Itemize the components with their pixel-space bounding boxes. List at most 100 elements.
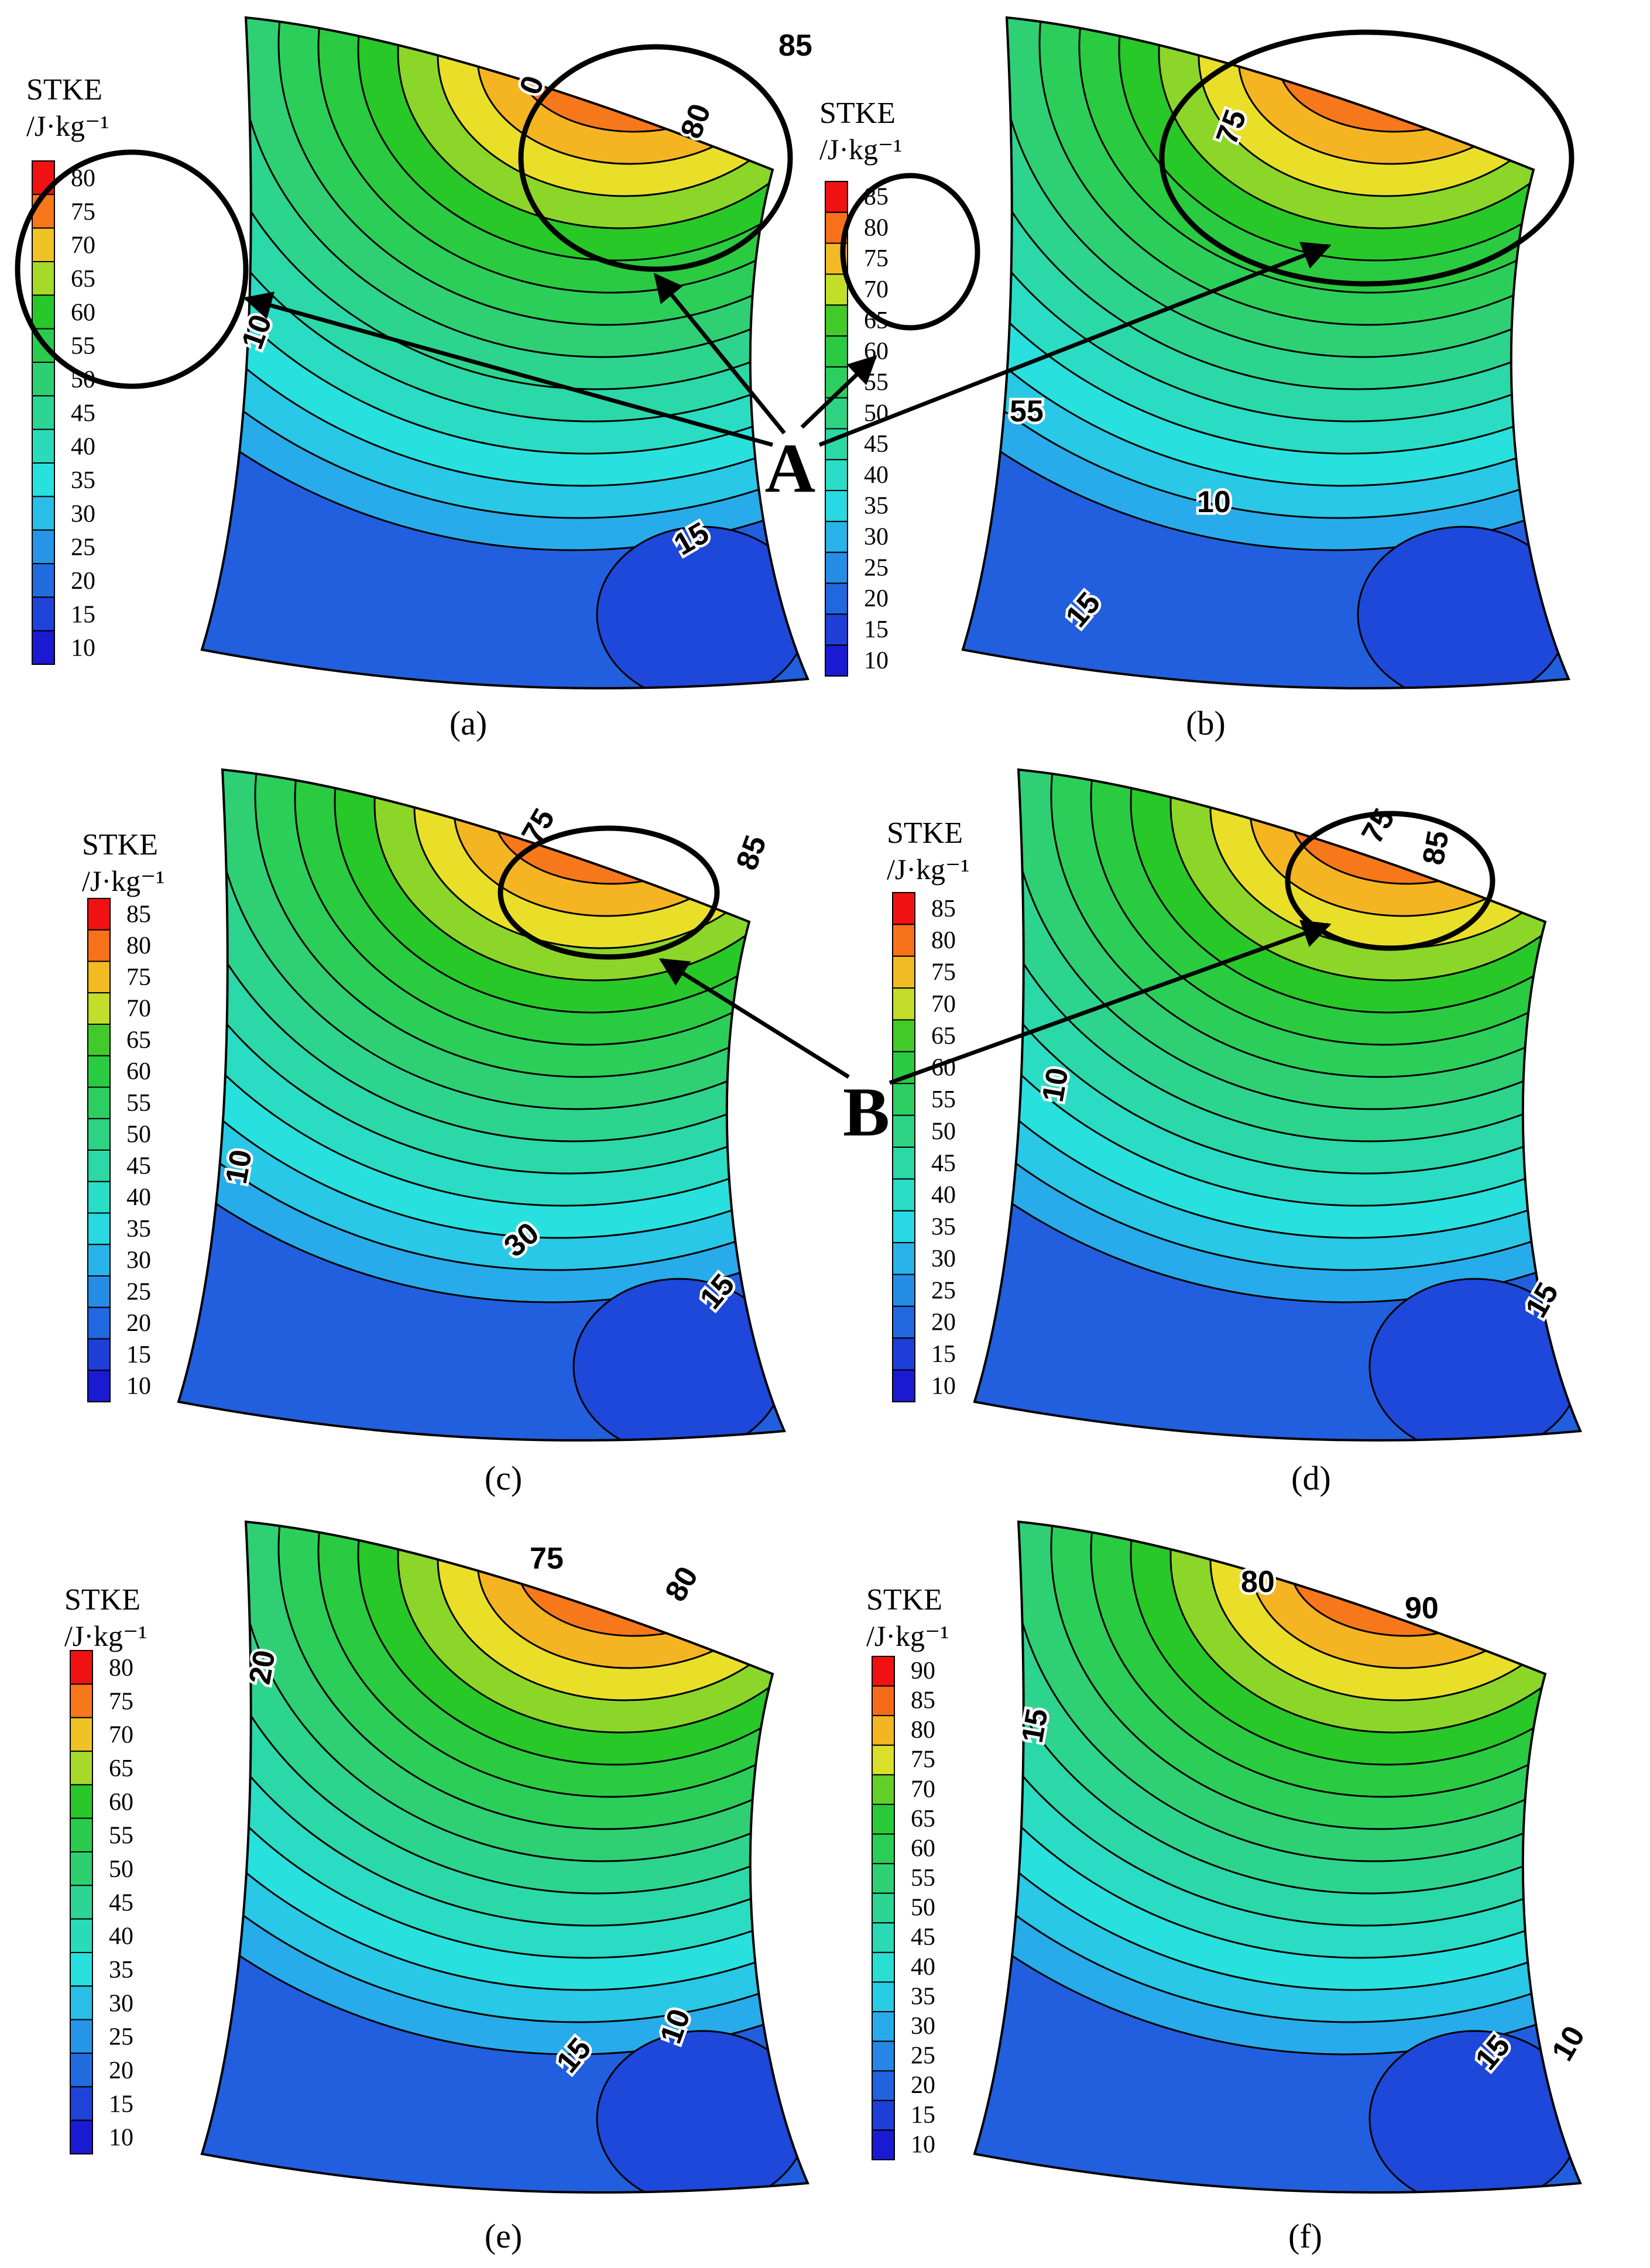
legend-swatch bbox=[70, 1784, 93, 1819]
blade-outline bbox=[177, 768, 786, 1442]
legend-swatch bbox=[70, 1751, 93, 1786]
legend-tick-label: 20 bbox=[109, 2057, 133, 2084]
contour-label: 10 bbox=[1197, 485, 1231, 519]
legend-tick-label: 70 bbox=[911, 1776, 935, 1803]
legend-tick-label: 80 bbox=[864, 214, 889, 241]
legend-tick-label: 90 bbox=[911, 1658, 935, 1684]
legend-tick-label: 10 bbox=[126, 1373, 151, 1400]
legend-swatch bbox=[87, 1212, 111, 1245]
legend-tick-label: 40 bbox=[931, 1182, 956, 1209]
legend-tick-label: 70 bbox=[864, 276, 889, 303]
legend-tick-label: 30 bbox=[911, 2013, 935, 2040]
blade-outline bbox=[200, 16, 809, 689]
legend-swatch bbox=[70, 2086, 93, 2121]
annotation-circle bbox=[518, 44, 793, 272]
legend-swatch bbox=[32, 227, 55, 262]
legend-swatch bbox=[825, 335, 848, 368]
legend-swatch bbox=[825, 490, 848, 522]
legend-title: STKE bbox=[82, 828, 158, 862]
legend-tick-label: 50 bbox=[911, 1895, 935, 1922]
legend-tick-label: 55 bbox=[126, 1090, 151, 1117]
legend-swatch bbox=[892, 1242, 915, 1275]
legend-swatch bbox=[32, 496, 55, 531]
legend-tick-label: 25 bbox=[126, 1278, 151, 1305]
legend-swatch bbox=[32, 529, 55, 565]
legend-title: STKE bbox=[64, 1583, 140, 1617]
legend-swatch bbox=[87, 992, 111, 1025]
annotation-arrow bbox=[653, 273, 786, 435]
legend-swatch bbox=[892, 1114, 915, 1148]
legend-tick-label: 35 bbox=[71, 467, 95, 494]
legend-tick-label: 75 bbox=[864, 245, 889, 272]
legend-tick-label: 10 bbox=[109, 2125, 133, 2152]
legend-tick-label: 20 bbox=[864, 585, 889, 612]
legend-tick-label: 30 bbox=[931, 1245, 956, 1272]
legend-swatch bbox=[87, 1024, 111, 1056]
legend-tick-label: 15 bbox=[911, 2102, 935, 2129]
legend-tick-label: 70 bbox=[71, 232, 95, 259]
legend-tick-label: 75 bbox=[931, 959, 956, 986]
legend-tick-label: 20 bbox=[931, 1309, 956, 1336]
legend-tick-label: 40 bbox=[911, 1954, 935, 1981]
legend-unit: /J·kg⁻¹ bbox=[64, 1619, 147, 1652]
legend-tick-label: 15 bbox=[931, 1341, 956, 1368]
contour-band bbox=[572, 1278, 784, 1440]
legend-tick-label: 75 bbox=[126, 964, 151, 991]
legend-swatch bbox=[825, 613, 848, 646]
legend-unit: /J·kg⁻¹ bbox=[82, 864, 164, 897]
annotation-arrow bbox=[658, 958, 850, 1079]
legend-tick-label: 60 bbox=[911, 1835, 935, 1862]
annotation-label-a: A bbox=[765, 429, 816, 507]
legend-tick-label: 45 bbox=[864, 431, 889, 458]
legend-tick-label: 65 bbox=[71, 266, 95, 293]
legend-tick-label: 60 bbox=[71, 299, 95, 326]
legend-tick-label: 70 bbox=[109, 1722, 133, 1749]
legend-swatch bbox=[872, 1981, 895, 2013]
legend-tick-label: 45 bbox=[126, 1152, 151, 1179]
legend-tick-label: 10 bbox=[864, 647, 889, 674]
annotation-circle bbox=[840, 173, 980, 331]
legend-swatch bbox=[872, 1922, 895, 1953]
contour-label: 10 bbox=[1545, 2020, 1591, 2067]
legend-swatch bbox=[87, 1244, 111, 1277]
legend-swatch bbox=[70, 1952, 93, 1987]
contour-label: 15 bbox=[1016, 1706, 1055, 1745]
legend-unit: /J·kg⁻¹ bbox=[26, 109, 109, 142]
legend-swatch bbox=[872, 2040, 895, 2072]
legend-swatch bbox=[32, 294, 55, 330]
legend-tick-label: 45 bbox=[931, 1150, 956, 1177]
legend-swatch bbox=[825, 644, 848, 677]
annotation-circle bbox=[1285, 811, 1495, 951]
legend-tick-label: 25 bbox=[864, 554, 889, 581]
legend-tick-label: 75 bbox=[911, 1747, 935, 1773]
legend-swatch bbox=[32, 428, 55, 464]
legend-swatch bbox=[892, 1305, 915, 1339]
legend-swatch bbox=[825, 582, 848, 615]
legend-tick-label: 85 bbox=[911, 1687, 935, 1714]
contour-label: 75 bbox=[530, 1542, 564, 1576]
legend-tick-label: 15 bbox=[864, 616, 889, 643]
legend-tick-label: 50 bbox=[126, 1121, 151, 1148]
legend-tick-label: 30 bbox=[864, 524, 889, 551]
legend-swatch bbox=[892, 1083, 915, 1116]
legend-swatch bbox=[872, 1656, 895, 1687]
legend-swatch bbox=[32, 630, 55, 665]
legend-swatch bbox=[70, 1683, 93, 1718]
contour-label: 85 bbox=[778, 29, 812, 63]
legend-swatch bbox=[892, 955, 915, 989]
legend-tick-label: 30 bbox=[71, 500, 95, 527]
legend-swatch bbox=[70, 1650, 93, 1685]
legend-tick-label: 80 bbox=[911, 1717, 935, 1744]
panel-caption: (f) bbox=[1288, 2217, 1322, 2255]
legend-swatch bbox=[87, 1150, 111, 1182]
legend-swatch bbox=[825, 273, 848, 306]
legend-tick-label: 45 bbox=[71, 400, 95, 427]
panel-caption: (c) bbox=[485, 1459, 522, 1497]
legend-swatch bbox=[872, 2129, 895, 2161]
legend-tick-label: 10 bbox=[931, 1373, 956, 1399]
panel-caption: (e) bbox=[485, 2217, 522, 2255]
blade-outline bbox=[973, 1520, 1582, 2194]
legend-swatch bbox=[70, 2053, 93, 2088]
legend-swatch bbox=[87, 960, 111, 994]
